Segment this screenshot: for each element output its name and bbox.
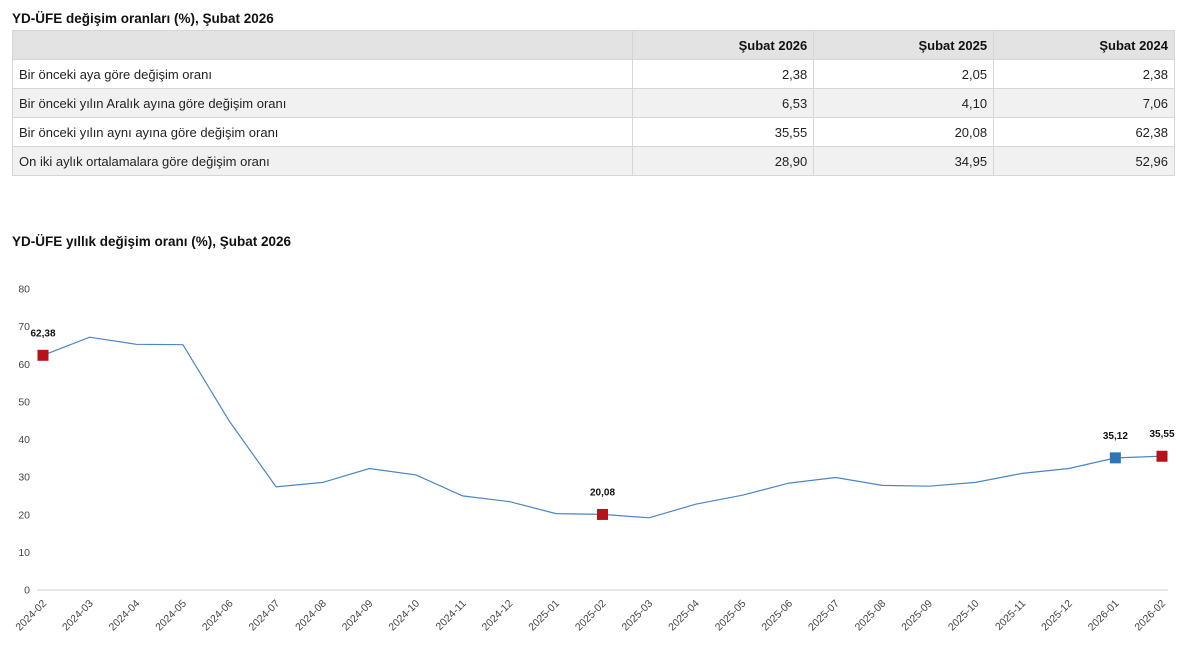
x-tick-label: 2024-04: [107, 598, 143, 634]
row-label: Bir önceki yılın aynı ayına göre değişim…: [11, 117, 634, 147]
table-cell: 4,10: [813, 88, 995, 118]
table-cell: 35,55: [632, 117, 815, 147]
table-cell: 52,96: [993, 146, 1175, 176]
change-rates-table: Şubat 2026 Şubat 2025 Şubat 2024 Bir önc…: [11, 30, 1175, 176]
y-tick-label: 40: [18, 434, 30, 446]
table-cell: 2,05: [813, 59, 995, 89]
x-tick-label: 2026-01: [1086, 598, 1122, 634]
x-tick-label: 2025-05: [713, 598, 749, 634]
highlight-marker: [597, 508, 608, 520]
x-tick-label: 2024-06: [200, 598, 236, 634]
x-axis-ticks: 2024-02 2024-03 2024-04 2024-05 2024-06 2024-…: [13, 598, 1168, 634]
row-label: On iki aylık ortalamalara göre değişim o…: [11, 146, 634, 176]
table-cell: 62,38: [993, 117, 1175, 147]
data-label: 35,55: [1149, 429, 1174, 440]
column-header-subat-2026: Şubat 2026: [632, 30, 815, 60]
x-tick-label: 2025-11: [993, 598, 1028, 633]
y-tick-label: 30: [18, 472, 30, 484]
table-cell: 34,95: [813, 146, 995, 176]
data-label: 35,12: [1103, 431, 1128, 442]
y-tick-label: 20: [18, 509, 30, 521]
y-tick-label: 70: [18, 321, 30, 333]
x-tick-label: 2026-02: [1132, 598, 1168, 634]
x-tick-label: 2024-11: [434, 598, 469, 633]
table-cell: 2,38: [632, 59, 815, 89]
y-tick-label: 10: [18, 547, 30, 559]
table-cell: 2,38: [993, 59, 1175, 89]
table-row: Bir önceki yılın Aralık ayına göre değiş…: [11, 88, 1175, 118]
y-tick-label: 80: [18, 284, 30, 296]
table-row: Bir önceki yılın aynı ayına göre değişim…: [11, 117, 1175, 147]
y-tick-label: 50: [18, 396, 30, 408]
chart-title: YD-ÜFE yıllık değişim oranı (%), Şubat 2…: [12, 234, 292, 249]
highlight-marker: [1156, 450, 1168, 462]
x-tick-label: 2024-02: [13, 598, 49, 634]
column-header-label: [11, 30, 634, 60]
x-tick-label: 2025-01: [526, 598, 562, 634]
table-cell: 7,06: [993, 88, 1175, 118]
table-title: YD-ÜFE değişim oranları (%), Şubat 2026: [12, 11, 274, 26]
x-tick-label: 2024-08: [293, 598, 329, 634]
column-header-subat-2024: Şubat 2024: [993, 30, 1175, 60]
x-tick-label: 2025-10: [946, 598, 982, 634]
column-header-subat-2025: Şubat 2025: [813, 30, 995, 60]
x-tick-label: 2025-06: [759, 598, 795, 634]
x-tick-label: 2025-02: [573, 598, 609, 634]
y-axis-ticks: 0 10 20 30 40 50 60 70 80: [18, 284, 30, 597]
row-label: Bir önceki aya göre değişim oranı: [11, 59, 634, 89]
table-cell: 28,90: [632, 146, 815, 176]
table-row: On iki aylık ortalamalara göre değişim o…: [11, 146, 1175, 176]
x-tick-label: 2025-12: [1039, 598, 1075, 634]
x-tick-label: 2024-03: [60, 598, 96, 634]
x-tick-label: 2024-07: [247, 598, 283, 634]
x-tick-label: 2025-08: [853, 598, 889, 634]
table-header-row: Şubat 2026 Şubat 2025 Şubat 2024: [11, 30, 1175, 60]
highlight-marker: [1109, 452, 1121, 464]
x-tick-label: 2024-12: [480, 598, 516, 634]
row-label: Bir önceki yılın Aralık ayına göre değiş…: [11, 88, 634, 118]
table-cell: 6,53: [632, 88, 815, 118]
x-tick-label: 2025-07: [806, 598, 842, 634]
highlight-markers: 62,38 20,08 35,12 35,55: [30, 328, 1175, 520]
x-tick-label: 2024-09: [340, 598, 376, 634]
highlight-marker: [37, 349, 49, 361]
x-tick-label: 2025-09: [899, 598, 935, 634]
y-tick-label: 60: [18, 359, 30, 371]
x-tick-label: 2024-10: [386, 598, 422, 634]
x-tick-label: 2024-05: [153, 598, 189, 634]
data-label: 62,38: [30, 328, 55, 339]
x-tick-label: 2025-04: [666, 598, 702, 634]
data-label: 20,08: [590, 487, 615, 498]
table-cell: 20,08: [813, 117, 995, 147]
y-tick-label: 0: [24, 585, 30, 597]
x-tick-label: 2025-03: [620, 598, 656, 634]
table-row: Bir önceki aya göre değişim oranı 2,38 2…: [11, 59, 1175, 89]
